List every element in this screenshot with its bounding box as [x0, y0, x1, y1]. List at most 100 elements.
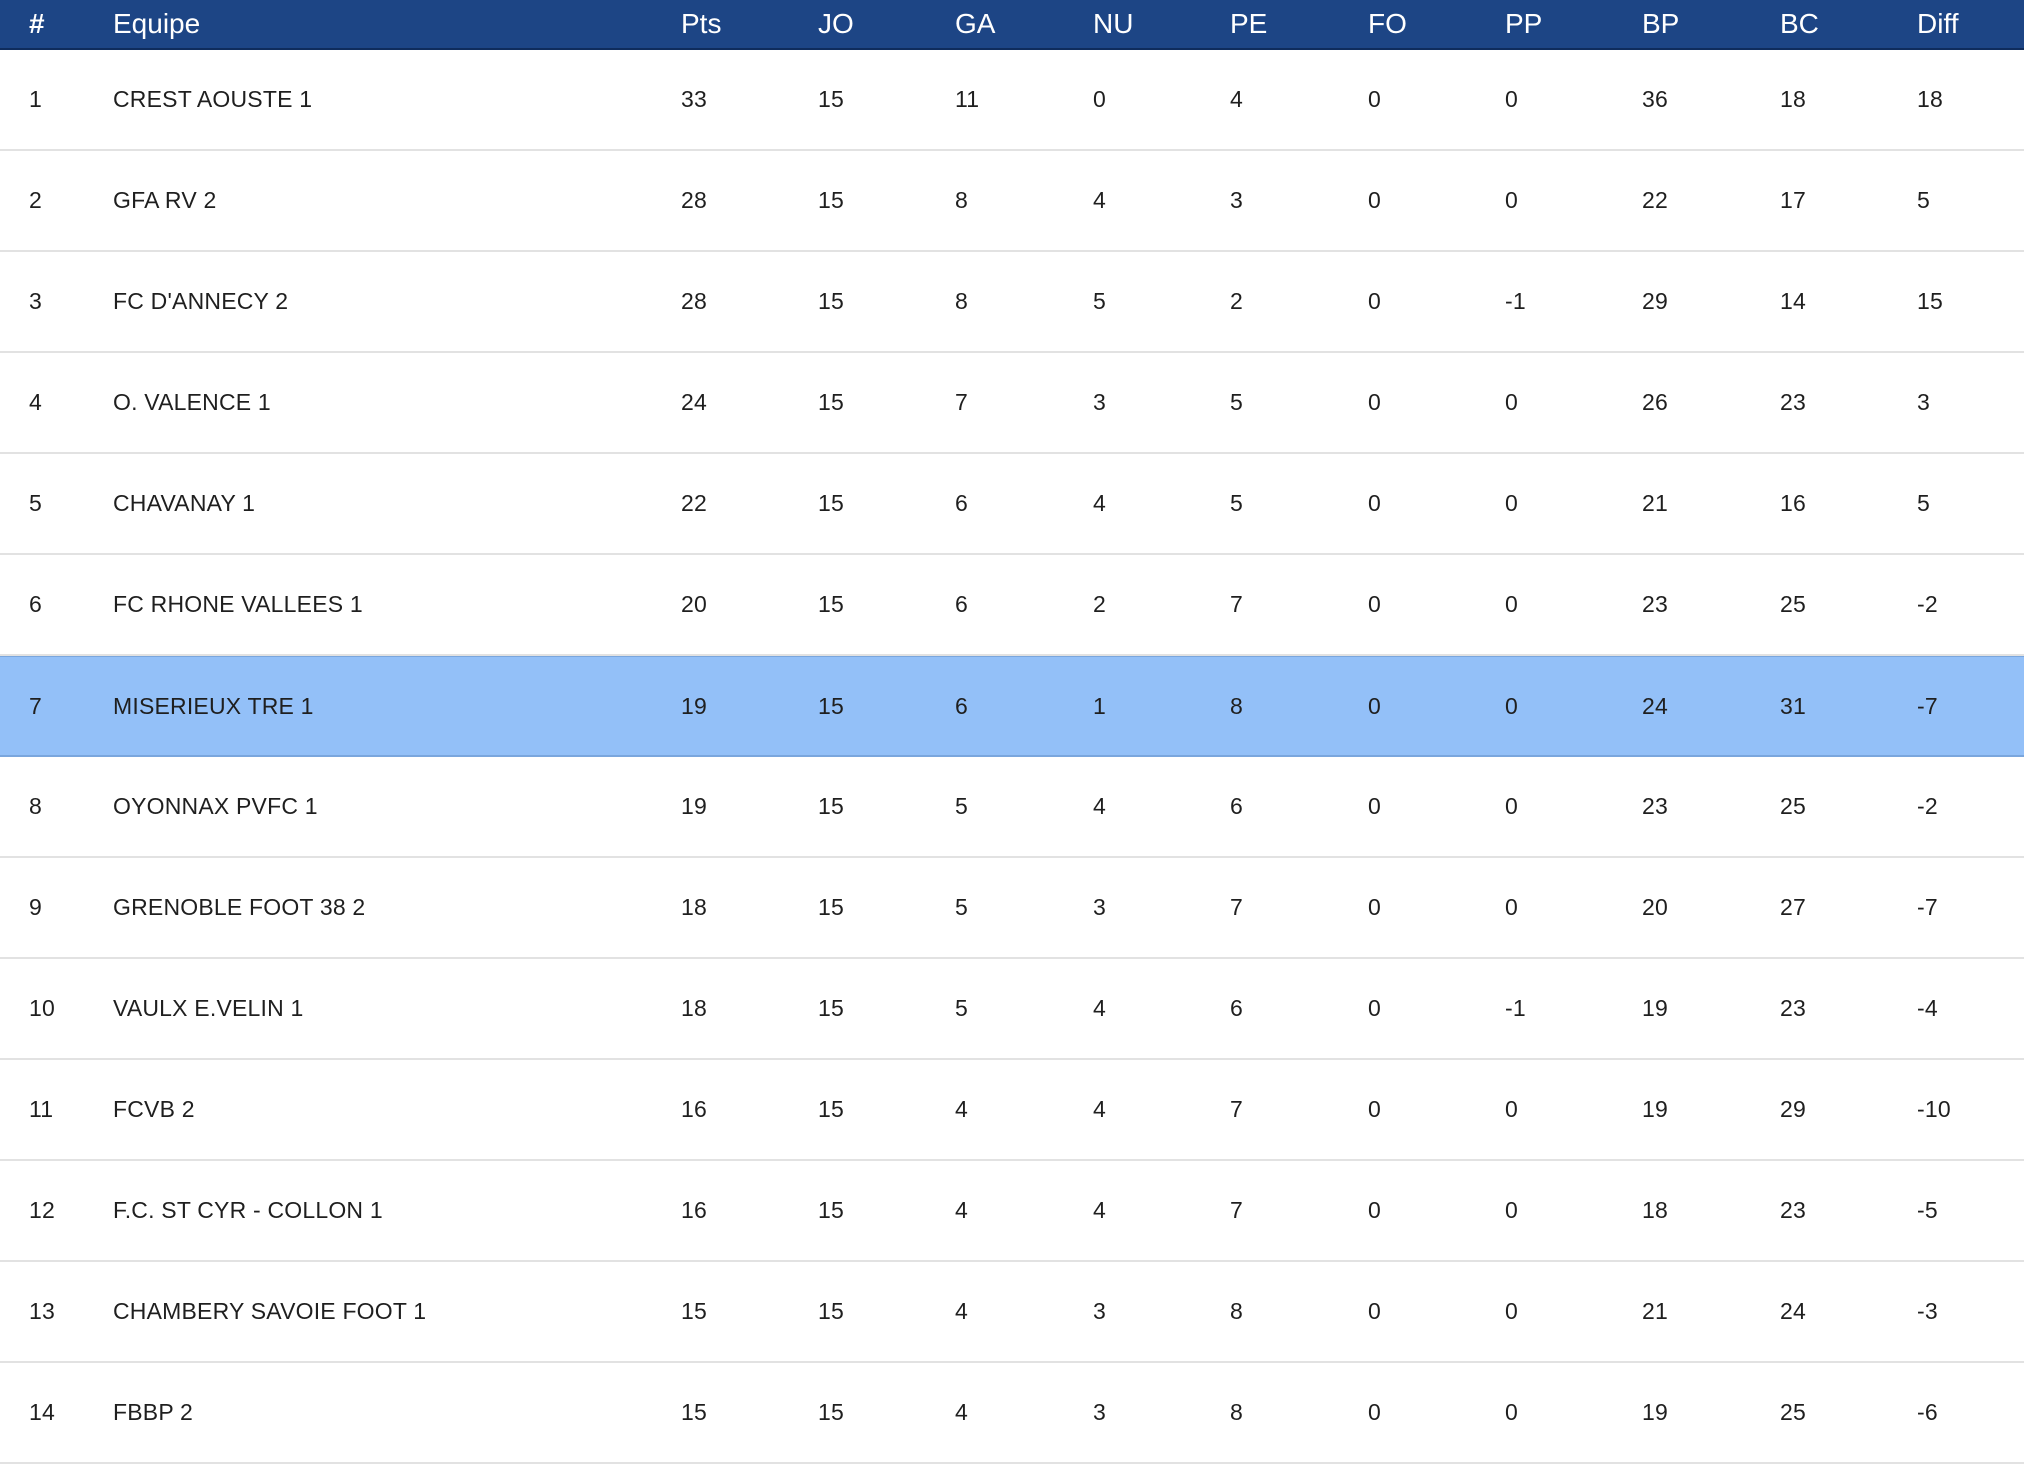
cell-bc: 29: [1780, 1096, 1806, 1122]
cell-nu: 3: [1093, 1399, 1106, 1425]
cell-team[interactable]: FCVB 2: [113, 1096, 195, 1122]
cell-team[interactable]: VAULX E.VELIN 1: [113, 995, 304, 1021]
table-row[interactable]: 1 CREST AOUSTE 1 33 15 11 0 4 0 0 36 18 18: [0, 50, 2024, 151]
cell-rank: 6: [29, 591, 42, 617]
cell-pts: 28: [681, 187, 707, 213]
cell-rank: 11: [29, 1096, 54, 1122]
header-pp: PP: [1505, 8, 1543, 39]
cell-fo: 0: [1368, 86, 1381, 112]
table-row[interactable]: 5 CHAVANAY 1 22 15 6 4 5 0 0 21 16 5: [0, 454, 2024, 555]
cell-pts: 16: [681, 1197, 707, 1223]
table-row[interactable]: 9 GRENOBLE FOOT 38 2 18 15 5 3 7 0 0 20 27 -7: [0, 858, 2024, 959]
cell-bc: 25: [1780, 591, 1806, 617]
cell-rank: 10: [29, 995, 55, 1021]
cell-jo: 15: [818, 187, 844, 213]
cell-pe: 8: [1230, 1298, 1243, 1324]
cell-pe: 8: [1230, 1399, 1243, 1425]
cell-rank: 8: [29, 793, 42, 819]
cell-diff: -6: [1917, 1399, 1938, 1425]
cell-pe: 7: [1230, 1197, 1243, 1223]
cell-bp: 21: [1642, 490, 1668, 516]
header-pe: PE: [1230, 8, 1268, 39]
cell-bc: 18: [1780, 86, 1806, 112]
cell-pp: -1: [1505, 288, 1526, 314]
cell-diff: -7: [1917, 894, 1938, 920]
table-row[interactable]: 10 VAULX E.VELIN 1 18 15 5 4 6 0 -1 19 23 -4: [0, 959, 2024, 1060]
cell-bp: 20: [1642, 894, 1668, 920]
header-pts: Pts: [681, 8, 722, 39]
cell-team[interactable]: CREST AOUSTE 1: [113, 86, 313, 112]
table-row[interactable]: 4 O. VALENCE 1 24 15 7 3 5 0 0 26 23 3: [0, 353, 2024, 454]
cell-pe: 6: [1230, 793, 1243, 819]
cell-bc: 23: [1780, 1197, 1806, 1223]
cell-team[interactable]: CHAVANAY 1: [113, 490, 256, 516]
cell-pe: 3: [1230, 187, 1243, 213]
table-row[interactable]: 12 F.C. ST CYR - COLLON 1 16 15 4 4 7 0 0 18 23 -5: [0, 1161, 2024, 1262]
cell-bp: 21: [1642, 1298, 1668, 1324]
table-row[interactable]: 11 FCVB 2 16 15 4 4 7 0 0 19 29 -10: [0, 1060, 2024, 1161]
cell-pts: 24: [681, 389, 707, 415]
cell-team[interactable]: FC D'ANNECY 2: [113, 288, 289, 314]
cell-fo: 0: [1368, 187, 1381, 213]
cell-bp: 24: [1642, 693, 1668, 719]
cell-fo: 0: [1368, 693, 1381, 719]
cell-nu: 4: [1093, 1197, 1106, 1223]
cell-ga: 8: [955, 288, 968, 314]
cell-bc: 25: [1780, 793, 1806, 819]
table-row[interactable]: 14 FBBP 2 15 15 4 3 8 0 0 19 25 -6: [0, 1363, 2024, 1464]
cell-team[interactable]: OYONNAX PVFC 1: [113, 793, 318, 819]
cell-rank: 4: [29, 389, 42, 415]
cell-pe: 2: [1230, 288, 1243, 314]
cell-team[interactable]: FBBP 2: [113, 1399, 194, 1425]
cell-bc: 24: [1780, 1298, 1806, 1324]
cell-nu: 3: [1093, 389, 1106, 415]
cell-pe: 5: [1230, 490, 1243, 516]
table-row[interactable]: 3 FC D'ANNECY 2 28 15 8 5 2 0 -1 29 14 15: [0, 252, 2024, 353]
cell-pts: 20: [681, 591, 707, 617]
cell-pp: 0: [1505, 1298, 1518, 1324]
table-row[interactable]: 13 CHAMBERY SAVOIE FOOT 1 15 15 4 3 8 0 0 21 24 -3: [0, 1262, 2024, 1363]
cell-fo: 0: [1368, 288, 1381, 314]
header-diff: Diff: [1917, 8, 1959, 39]
cell-team[interactable]: GFA RV 2: [113, 187, 217, 213]
cell-fo: 0: [1368, 389, 1381, 415]
cell-team[interactable]: CHAMBERY SAVOIE FOOT 1: [113, 1298, 427, 1324]
header-team: Equipe: [113, 8, 201, 39]
cell-ga: 6: [955, 490, 968, 516]
cell-nu: 4: [1093, 490, 1106, 516]
cell-team[interactable]: O. VALENCE 1: [113, 389, 271, 415]
cell-team[interactable]: MISERIEUX TRE 1: [113, 693, 314, 719]
cell-team[interactable]: F.C. ST CYR - COLLON 1: [113, 1197, 383, 1223]
cell-ga: 11: [955, 86, 980, 112]
cell-ga: 4: [955, 1298, 968, 1324]
cell-bc: 23: [1780, 995, 1806, 1021]
cell-bp: 18: [1642, 1197, 1668, 1223]
cell-bc: 16: [1780, 490, 1806, 516]
cell-team[interactable]: GRENOBLE FOOT 38 2: [113, 894, 366, 920]
cell-diff: 18: [1917, 86, 1943, 112]
table-row[interactable]: 2 GFA RV 2 28 15 8 4 3 0 0 22 17 5: [0, 151, 2024, 252]
cell-fo: 0: [1368, 1298, 1381, 1324]
cell-bp: 23: [1642, 793, 1668, 819]
cell-bp: 19: [1642, 1399, 1668, 1425]
cell-pe: 4: [1230, 86, 1243, 112]
cell-jo: 15: [818, 591, 844, 617]
cell-ga: 6: [955, 591, 968, 617]
cell-team[interactable]: FC RHONE VALLEES 1: [113, 591, 363, 617]
cell-pp: 0: [1505, 187, 1518, 213]
table-row[interactable]: 7 MISERIEUX TRE 1 19 15 6 1 8 0 0 24 31 -7: [0, 656, 2024, 757]
cell-bp: 36: [1642, 86, 1668, 112]
cell-pp: -1: [1505, 995, 1526, 1021]
cell-bp: 23: [1642, 591, 1668, 617]
cell-pp: 0: [1505, 490, 1518, 516]
header-jo: JO: [818, 8, 854, 39]
cell-pe: 7: [1230, 1096, 1243, 1122]
cell-nu: 4: [1093, 187, 1106, 213]
table-row[interactable]: 8 OYONNAX PVFC 1 19 15 5 4 6 0 0 23 25 -2: [0, 757, 2024, 858]
cell-ga: 8: [955, 187, 968, 213]
cell-pp: 0: [1505, 1399, 1518, 1425]
table-row[interactable]: 6 FC RHONE VALLEES 1 20 15 6 2 7 0 0 23 25 -2: [0, 555, 2024, 656]
cell-nu: 4: [1093, 1096, 1106, 1122]
cell-diff: -4: [1917, 995, 1938, 1021]
cell-pts: 19: [681, 793, 707, 819]
